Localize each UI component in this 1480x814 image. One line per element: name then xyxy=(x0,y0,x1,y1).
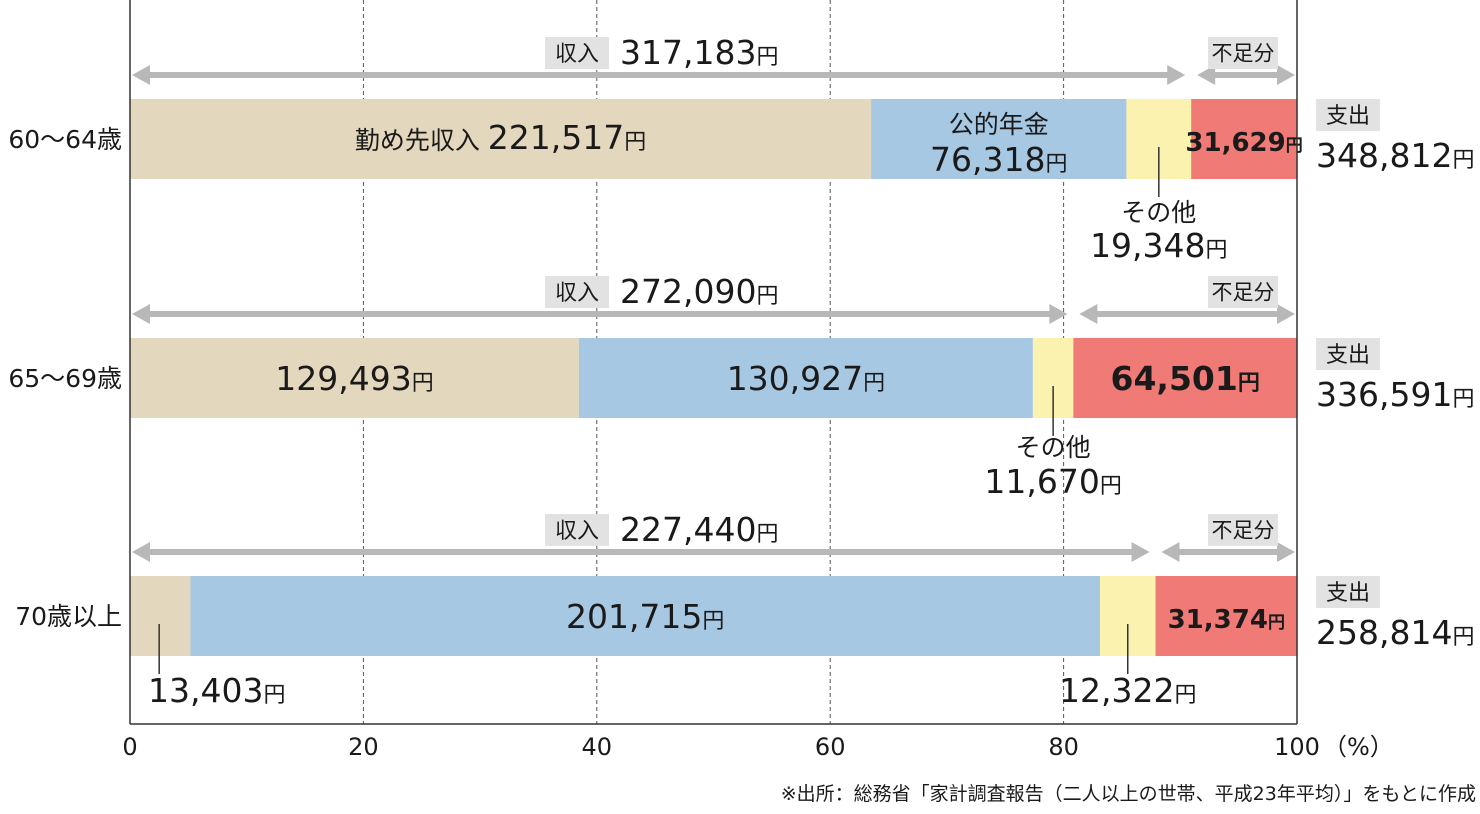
x-tick-label-40: 40 xyxy=(582,733,613,761)
bar-1-employment xyxy=(130,99,872,179)
spend-tag-2-bg xyxy=(1316,338,1380,370)
spend-tag-3: 支出 xyxy=(1326,581,1370,606)
spend-value-2: 336,591円 xyxy=(1316,375,1474,414)
x-unit-label: （%） xyxy=(1323,733,1394,761)
income-arrow-2-head-right xyxy=(1049,304,1068,324)
x-tick-label-20: 20 xyxy=(348,733,379,761)
shortfall-arrow-3-head-left xyxy=(1161,542,1180,562)
spend-tag-1-bg xyxy=(1316,99,1380,131)
category-label-2: 65～69歳 xyxy=(8,364,122,393)
bar-2-shortfall xyxy=(1073,338,1297,418)
income-arrow-1-head-left xyxy=(132,65,150,85)
x-tick-label-60: 60 xyxy=(815,733,846,761)
bar-2-pension xyxy=(578,338,1033,418)
income-tag-3-bg xyxy=(545,514,609,546)
bar-3-employment xyxy=(130,576,191,656)
shortfall-arrow-2-head-left xyxy=(1079,304,1098,324)
shortfall-tag-3: 不足分 xyxy=(1212,519,1275,543)
shortfall-tag-1: 不足分 xyxy=(1212,42,1275,66)
spend-tag-1: 支出 xyxy=(1326,104,1370,129)
employment-value-3: 13,403円 xyxy=(148,671,285,710)
shortfall-tag-2-bg xyxy=(1208,276,1278,308)
other-name-2: その他 xyxy=(1016,433,1091,462)
income-tag-2: 収入 xyxy=(555,281,599,306)
bar-3-shortfall xyxy=(1155,576,1297,656)
source-note: ※出所：総務省「家計調査報告（二人以上の世帯、平成23年平均）」をもとに作成 xyxy=(781,783,1476,805)
other-value-3: 12,322円 xyxy=(1059,671,1196,710)
spend-tag-2: 支出 xyxy=(1326,343,1370,368)
employment-value-1: 勤め先収入 221,517円 xyxy=(355,118,646,157)
employment-value-2: 129,493円 xyxy=(275,359,433,398)
income-arrow-3-head-right xyxy=(1131,542,1150,562)
shortfall-value-3: 31,374円 xyxy=(1168,605,1285,635)
pension-name-1: 公的年金 xyxy=(949,110,1049,139)
shortfall-arrow-1-head-left xyxy=(1197,65,1216,85)
shortfall-value-2: 64,501円 xyxy=(1111,359,1260,398)
pension-value-2: 130,927円 xyxy=(727,359,885,398)
spend-value-1: 348,812円 xyxy=(1316,136,1474,175)
bar-2-employment xyxy=(130,338,579,418)
x-tick-label-80: 80 xyxy=(1048,733,1079,761)
spend-value-3: 258,814円 xyxy=(1316,613,1474,652)
income-arrow-3-head-left xyxy=(132,542,150,562)
category-label-3: 70歳以上 xyxy=(15,602,122,631)
pension-value-3: 201,715円 xyxy=(566,597,724,636)
income-tag-3: 収入 xyxy=(555,519,599,544)
income-arrow-2-head-left xyxy=(132,304,150,324)
income-arrow-1-head-right xyxy=(1167,65,1186,85)
other-value-2: 11,670円 xyxy=(984,462,1121,501)
income-value-1: 317,183円 xyxy=(620,33,778,72)
x-tick-label-0: 0 xyxy=(122,733,137,761)
income-tag-1-bg xyxy=(545,37,609,69)
shortfall-tag-2: 不足分 xyxy=(1212,281,1275,305)
income-tag-2-bg xyxy=(545,276,609,308)
spend-tag-3-bg xyxy=(1316,576,1380,608)
income-value-2: 272,090円 xyxy=(620,272,778,311)
shortfall-arrow-3-head-right xyxy=(1277,542,1295,562)
pension-value-1: 76,318円 xyxy=(930,140,1067,179)
other-name-1: その他 xyxy=(1121,198,1196,227)
bar-3-pension xyxy=(190,576,1100,656)
shortfall-value-1: 31,629円 xyxy=(1185,128,1302,158)
bar-1-pension xyxy=(871,99,1127,179)
shortfall-tag-3-bg xyxy=(1208,514,1278,546)
shortfall-arrow-2-head-right xyxy=(1277,304,1295,324)
other-value-1: 19,348円 xyxy=(1090,226,1227,265)
income-tag-1: 収入 xyxy=(555,42,599,67)
x-tick-label-100: 100 xyxy=(1274,733,1320,761)
bar-1-shortfall xyxy=(1191,99,1297,179)
shortfall-arrow-1-head-right xyxy=(1277,65,1295,85)
category-label-1: 60～64歳 xyxy=(8,125,122,154)
shortfall-tag-1-bg xyxy=(1208,37,1278,69)
income-value-3: 227,440円 xyxy=(620,510,778,549)
